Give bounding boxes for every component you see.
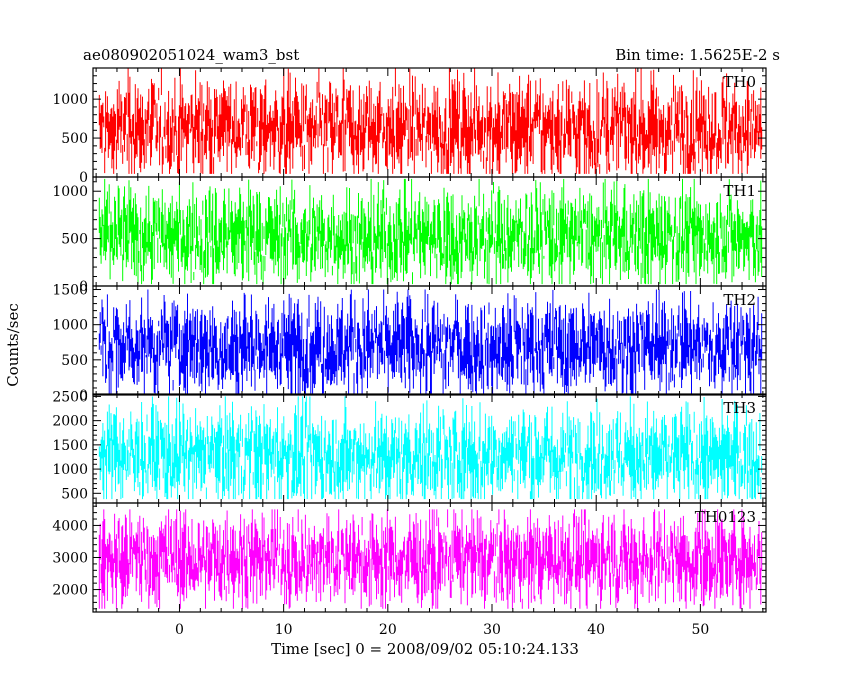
y-tick-label: 1000 (52, 92, 88, 108)
y-tick-label: 1500 (52, 438, 88, 454)
x-tick-label: 10 (275, 622, 293, 638)
series-th2 (98, 289, 763, 394)
series-th1 (98, 178, 763, 285)
panel-th3: 500 1000 1500 2000 2500 TH3 (52, 389, 767, 504)
y-tick-label: 1500 (52, 283, 88, 299)
x-tick-label: 0 (175, 622, 184, 638)
series-th0 (98, 68, 763, 174)
y-axis-label: Counts/sec (4, 303, 22, 387)
panel-th2: 0 500 1000 1500 TH2 (52, 283, 767, 404)
x-tick-label: 30 (483, 622, 501, 638)
panel-th1: 0 500 1000 TH1 (52, 176, 767, 295)
y-tick-label: 500 (61, 486, 88, 502)
panel-th0123: 2000 3000 4000 TH0123 (52, 502, 767, 613)
panel-label: TH0123 (695, 508, 756, 526)
y-tick-label: 1000 (52, 184, 88, 200)
panel-label: TH2 (723, 291, 756, 309)
y-tick-label: 500 (61, 353, 88, 369)
x-axis-label: Time [sec] 0 = 2008/09/02 05:10:24.133 (271, 640, 579, 658)
series-th3 (98, 396, 763, 500)
x-tick-label: 50 (691, 622, 709, 638)
panel-label: TH0 (723, 73, 756, 91)
bin-time-label: Bin time: 1.5625E-2 s (615, 46, 780, 64)
y-tick-label: 500 (61, 131, 88, 147)
y-tick-label: 4000 (52, 518, 88, 534)
panel-th0: 0 500 1000 TH0 (52, 67, 767, 186)
y-tick-label: 0 (79, 170, 88, 186)
y-tick-label: 0 (79, 279, 88, 295)
y-tick-label: 1000 (52, 462, 88, 478)
y-tick-label: 2000 (52, 583, 88, 599)
panel-label: TH1 (723, 182, 756, 200)
y-tick-label: 0 (79, 388, 88, 404)
y-tick-label: 2000 (52, 414, 88, 430)
panel-label: TH3 (723, 399, 756, 417)
y-tick-label: 2500 (52, 389, 88, 405)
y-tick-label: 3000 (52, 551, 88, 567)
y-tick-label: 1000 (52, 318, 88, 334)
series-th0123 (98, 509, 763, 609)
plot-title: ae080902051024_wam3_bst (83, 46, 299, 64)
x-tick-label: 20 (379, 622, 397, 638)
y-tick-label: 500 (61, 232, 88, 248)
x-tick-label: 40 (587, 622, 605, 638)
